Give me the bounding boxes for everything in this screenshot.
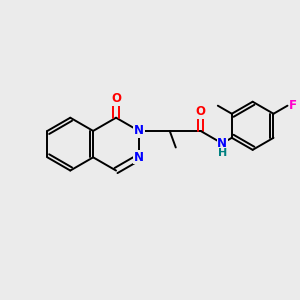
Text: N: N xyxy=(134,124,144,137)
Text: F: F xyxy=(289,99,297,112)
Text: O: O xyxy=(111,92,121,105)
Text: N: N xyxy=(134,151,144,164)
Text: N: N xyxy=(217,137,227,150)
Text: O: O xyxy=(196,105,206,118)
Text: H: H xyxy=(218,148,227,158)
